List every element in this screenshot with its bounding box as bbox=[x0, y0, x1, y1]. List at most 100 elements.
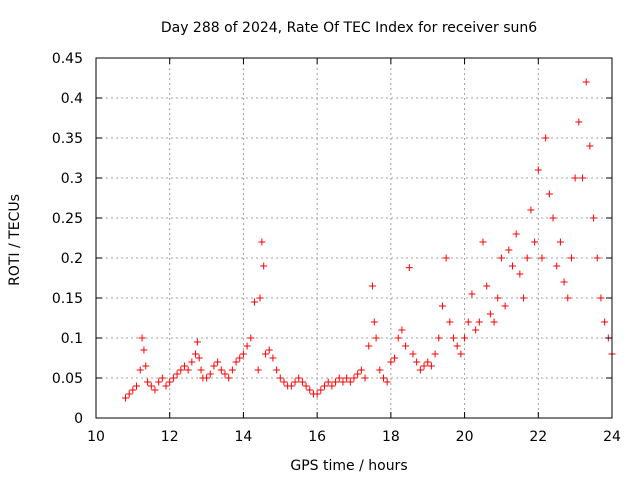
data-point bbox=[195, 354, 203, 362]
data-point bbox=[243, 342, 251, 350]
data-point bbox=[210, 362, 218, 370]
data-point bbox=[147, 382, 155, 390]
data-point bbox=[328, 382, 336, 390]
grid-lines bbox=[96, 58, 612, 418]
data-point bbox=[214, 358, 222, 366]
data-point bbox=[475, 318, 483, 326]
axis-ticks: 10 12 14 16 18 20 22 24 0 0.05 0.1 0.15 0.2 0.25 0.3 0.… bbox=[52, 51, 621, 445]
data-point bbox=[142, 362, 150, 370]
data-point bbox=[250, 298, 258, 306]
data-point bbox=[332, 378, 340, 386]
data-point bbox=[140, 346, 148, 354]
data-point bbox=[490, 318, 498, 326]
data-point bbox=[505, 246, 513, 254]
data-point bbox=[501, 302, 509, 310]
data-point bbox=[567, 254, 575, 262]
data-point bbox=[125, 390, 133, 398]
y-tick-label: 0.25 bbox=[52, 211, 83, 227]
data-point bbox=[361, 374, 369, 382]
data-point bbox=[593, 254, 601, 262]
data-point bbox=[457, 350, 465, 358]
data-point bbox=[184, 366, 192, 374]
x-tick-label: 22 bbox=[529, 429, 547, 445]
data-point bbox=[221, 370, 229, 378]
x-tick-label: 10 bbox=[87, 429, 105, 445]
data-point bbox=[534, 166, 542, 174]
data-point bbox=[273, 366, 281, 374]
data-point bbox=[424, 358, 432, 366]
y-tick-label: 0.15 bbox=[52, 291, 83, 307]
data-point bbox=[520, 294, 528, 302]
data-point bbox=[177, 366, 185, 374]
data-point bbox=[405, 264, 413, 272]
data-point bbox=[269, 354, 277, 362]
data-point bbox=[464, 318, 472, 326]
data-point bbox=[228, 366, 236, 374]
data-point bbox=[173, 370, 181, 378]
data-point bbox=[402, 342, 410, 350]
y-tick-label: 0.35 bbox=[52, 131, 83, 147]
data-point bbox=[236, 354, 244, 362]
data-point bbox=[302, 382, 310, 390]
data-point bbox=[155, 378, 163, 386]
x-tick-label: 18 bbox=[382, 429, 400, 445]
data-point bbox=[409, 350, 417, 358]
plot-frame bbox=[95, 57, 613, 419]
data-point bbox=[193, 338, 201, 346]
data-point bbox=[538, 254, 546, 262]
y-tick-label: 0.3 bbox=[61, 171, 83, 187]
data-point bbox=[472, 326, 480, 334]
data-point bbox=[586, 142, 594, 150]
x-tick-label: 14 bbox=[235, 429, 253, 445]
data-point bbox=[468, 290, 476, 298]
x-tick-label: 24 bbox=[603, 429, 621, 445]
data-point bbox=[225, 374, 233, 382]
data-point bbox=[556, 238, 564, 246]
data-point bbox=[197, 366, 205, 374]
data-point bbox=[479, 238, 487, 246]
data-point bbox=[180, 362, 188, 370]
data-point bbox=[158, 374, 166, 382]
data-point bbox=[564, 294, 572, 302]
data-point bbox=[575, 118, 583, 126]
data-point bbox=[442, 254, 450, 262]
data-point bbox=[306, 386, 314, 394]
data-point bbox=[416, 366, 424, 374]
data-point bbox=[523, 254, 531, 262]
data-point bbox=[203, 374, 211, 382]
y-tick-label: 0.05 bbox=[52, 371, 83, 387]
data-point bbox=[370, 318, 378, 326]
data-point bbox=[542, 134, 550, 142]
data-point bbox=[427, 362, 435, 370]
y-tick-label: 0.2 bbox=[61, 251, 83, 267]
data-point bbox=[494, 294, 502, 302]
chart-title: Day 288 of 2024, Rate Of TEC Index for r… bbox=[161, 20, 537, 36]
x-axis-label: GPS time / hours bbox=[290, 458, 407, 474]
data-point bbox=[516, 270, 524, 278]
x-tick-label: 12 bbox=[161, 429, 179, 445]
data-point bbox=[192, 350, 200, 358]
data-point bbox=[121, 394, 129, 402]
data-point bbox=[324, 378, 332, 386]
y-tick-label: 0.4 bbox=[61, 91, 83, 107]
data-point bbox=[461, 334, 469, 342]
y-tick-label: 0.1 bbox=[61, 331, 83, 347]
data-point bbox=[512, 230, 520, 238]
data-point bbox=[545, 190, 553, 198]
data-point bbox=[372, 334, 380, 342]
data-point bbox=[483, 282, 491, 290]
data-point bbox=[247, 334, 255, 342]
data-point bbox=[350, 374, 358, 382]
data-point bbox=[357, 366, 365, 374]
data-point bbox=[365, 342, 373, 350]
data-point bbox=[420, 362, 428, 370]
data-point bbox=[133, 382, 141, 390]
data-point bbox=[298, 378, 306, 386]
data-point bbox=[446, 318, 454, 326]
data-point bbox=[335, 374, 343, 382]
data-point bbox=[317, 386, 325, 394]
data-point bbox=[162, 382, 170, 390]
data-point bbox=[413, 358, 421, 366]
data-point bbox=[383, 378, 391, 386]
data-point bbox=[438, 302, 446, 310]
